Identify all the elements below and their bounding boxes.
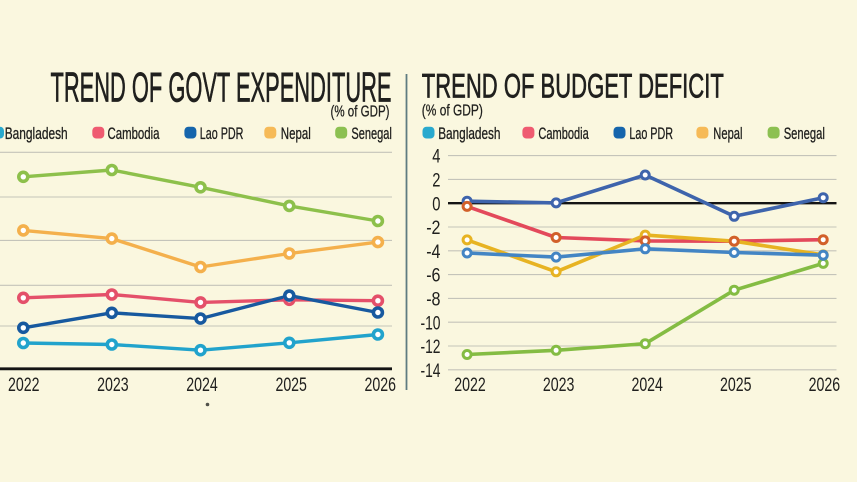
svg-text:Cambodia: Cambodia — [538, 124, 589, 143]
svg-text:(% of GDP): (% of GDP) — [331, 104, 390, 121]
svg-text:Senegal: Senegal — [351, 124, 392, 143]
svg-text:2: 2 — [432, 170, 440, 192]
svg-text:2023: 2023 — [97, 374, 129, 396]
svg-text:Bangladesh: Bangladesh — [5, 124, 68, 143]
svg-text:-10: -10 — [421, 312, 441, 334]
svg-text:2025: 2025 — [275, 374, 307, 396]
svg-text:Senegal: Senegal — [784, 124, 825, 143]
svg-text:2023: 2023 — [543, 374, 575, 396]
svg-text:-2: -2 — [426, 217, 440, 239]
svg-text:0: 0 — [432, 193, 440, 215]
svg-text:-6: -6 — [426, 265, 440, 287]
svg-text:TREND OF BUDGET DEFICIT: TREND OF BUDGET DEFICIT — [422, 68, 724, 106]
svg-text:2024: 2024 — [186, 374, 218, 396]
svg-text:Nepal: Nepal — [713, 124, 742, 143]
svg-text:2024: 2024 — [631, 374, 663, 396]
svg-text:-8: -8 — [426, 289, 440, 311]
svg-text:2025: 2025 — [720, 374, 752, 396]
svg-text:2026: 2026 — [365, 374, 397, 396]
svg-text:-12: -12 — [421, 336, 441, 358]
svg-text:2022: 2022 — [8, 374, 40, 396]
svg-text:-14: -14 — [421, 360, 441, 382]
svg-text:-4: -4 — [426, 241, 440, 263]
svg-text:Nepal: Nepal — [281, 124, 311, 143]
svg-text:Bangladesh: Bangladesh — [438, 124, 500, 143]
svg-text:TREND OF GOVT EXPENDITURE: TREND OF GOVT EXPENDITURE — [51, 63, 392, 110]
svg-text:(% of GDP): (% of GDP) — [422, 103, 483, 120]
svg-text:Lao PDR: Lao PDR — [200, 124, 244, 143]
svg-text:4: 4 — [432, 146, 440, 168]
svg-text:2022: 2022 — [454, 374, 486, 396]
svg-text:Cambodia: Cambodia — [108, 124, 160, 143]
svg-text:2026: 2026 — [809, 374, 841, 396]
svg-text:Lao PDR: Lao PDR — [629, 124, 673, 143]
